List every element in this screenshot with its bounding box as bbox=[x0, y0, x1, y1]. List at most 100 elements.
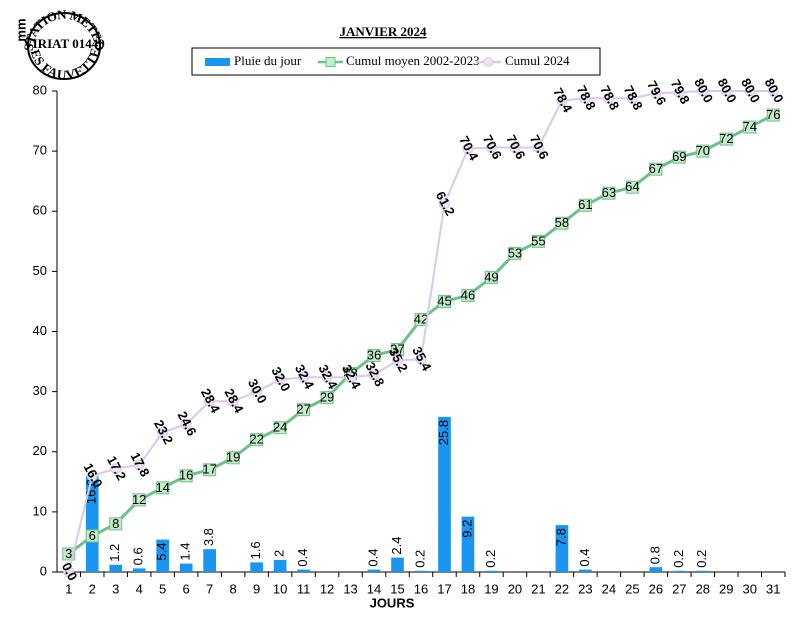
point-marker bbox=[744, 85, 756, 97]
point-marker bbox=[157, 427, 169, 439]
point-marker bbox=[298, 371, 310, 383]
bar bbox=[132, 568, 146, 572]
x-tick-label: 11 bbox=[297, 581, 311, 596]
point-label: 35.2 bbox=[386, 345, 411, 374]
point-marker bbox=[696, 144, 710, 158]
point-marker bbox=[438, 198, 450, 210]
bar-value-label: 0.4 bbox=[577, 549, 592, 567]
point-marker bbox=[462, 143, 474, 155]
point-marker bbox=[767, 85, 779, 97]
bar-value-label: 3.8 bbox=[201, 528, 216, 546]
point-label: 28.4 bbox=[198, 386, 223, 416]
x-tick-label: 27 bbox=[672, 581, 686, 596]
point-label: 27 bbox=[296, 402, 310, 417]
point-label: 46 bbox=[461, 287, 475, 302]
point-label: 32.0 bbox=[268, 364, 293, 393]
legend-marker bbox=[325, 57, 336, 67]
y-tick-label: 80 bbox=[33, 82, 47, 97]
point-marker bbox=[156, 481, 170, 495]
x-tick-label: 20 bbox=[508, 581, 522, 596]
bar-value-label: 0.8 bbox=[647, 546, 662, 564]
bar-value-label: 2 bbox=[272, 550, 287, 557]
point-label: 17.2 bbox=[104, 453, 129, 482]
point-marker bbox=[63, 566, 75, 578]
point-marker bbox=[86, 470, 98, 482]
point-label: 70.4 bbox=[456, 134, 481, 164]
point-label: 78.4 bbox=[550, 85, 575, 115]
x-tick-label: 10 bbox=[273, 581, 287, 596]
point-marker bbox=[484, 270, 498, 284]
point-marker bbox=[132, 493, 146, 507]
point-marker bbox=[673, 86, 685, 98]
x-tick-label: 17 bbox=[437, 581, 451, 596]
point-label: 14 bbox=[155, 480, 169, 495]
y-tick-label: 50 bbox=[33, 263, 47, 278]
x-tick-label: 21 bbox=[531, 581, 545, 596]
series-line bbox=[67, 113, 774, 556]
x-tick-label: 31 bbox=[766, 581, 780, 596]
chart-title: JANVIER 2024 bbox=[339, 24, 427, 39]
y-tick-label: 40 bbox=[33, 323, 47, 338]
x-tick-label: 7 bbox=[206, 581, 213, 596]
bar-value-label: 0.2 bbox=[694, 550, 709, 568]
bar-value-label: 0.4 bbox=[365, 549, 380, 567]
bar-value-label: 0.2 bbox=[671, 550, 686, 568]
point-marker bbox=[649, 162, 663, 176]
point-label: 36 bbox=[367, 347, 381, 362]
bar bbox=[649, 567, 663, 572]
bar-value-label: 1.2 bbox=[107, 544, 122, 562]
x-tick-label: 29 bbox=[719, 581, 733, 596]
x-tick-label: 8 bbox=[230, 581, 237, 596]
bar bbox=[250, 562, 263, 572]
point-marker bbox=[532, 142, 544, 154]
point-label: 17 bbox=[202, 462, 216, 477]
legend-label: Cumul 2024 bbox=[505, 53, 570, 68]
logo-middle: VIRIAT 01440 bbox=[23, 36, 105, 51]
point-label: 61.2 bbox=[433, 189, 458, 218]
x-tick-label: 18 bbox=[461, 581, 475, 596]
legend-label: Pluie du jour bbox=[234, 53, 302, 68]
point-label: 49 bbox=[484, 269, 498, 284]
logo-ring bbox=[27, 12, 101, 80]
point-marker bbox=[415, 353, 427, 365]
bar bbox=[273, 559, 287, 572]
point-marker bbox=[697, 85, 709, 97]
point-marker bbox=[179, 469, 193, 483]
bar bbox=[156, 539, 170, 572]
point-label: 6 bbox=[89, 528, 96, 543]
point-label: 3 bbox=[65, 546, 72, 561]
point-marker bbox=[461, 288, 475, 302]
x-tick-label: 1 bbox=[65, 581, 72, 596]
point-marker bbox=[321, 371, 333, 383]
bar-value-label: 7.8 bbox=[553, 528, 568, 546]
bar bbox=[461, 516, 475, 572]
x-tick-label: 24 bbox=[602, 581, 616, 596]
bar bbox=[109, 564, 123, 572]
point-marker bbox=[251, 386, 263, 398]
x-tick-label: 6 bbox=[183, 581, 190, 596]
point-marker bbox=[555, 216, 569, 230]
x-tick-label: 25 bbox=[625, 581, 639, 596]
bar bbox=[485, 570, 498, 572]
legend-swatch bbox=[205, 58, 230, 66]
bar bbox=[179, 563, 193, 572]
bar bbox=[203, 549, 216, 572]
point-marker bbox=[204, 395, 216, 407]
point-label: 58 bbox=[555, 215, 569, 230]
bar-value-label: 9.2 bbox=[459, 520, 474, 538]
point-label: 70 bbox=[696, 143, 710, 158]
y-tick-label: 10 bbox=[33, 503, 47, 518]
point-marker bbox=[274, 374, 286, 386]
point-marker bbox=[180, 418, 192, 430]
point-label: 76 bbox=[766, 107, 780, 122]
point-marker bbox=[579, 92, 591, 104]
bar-value-label: 25.8 bbox=[436, 420, 451, 445]
x-tick-label: 22 bbox=[555, 581, 569, 596]
bar-value-label: 0.4 bbox=[295, 549, 310, 567]
point-marker bbox=[531, 234, 545, 248]
point-marker bbox=[273, 421, 287, 435]
point-label: 8 bbox=[112, 516, 119, 531]
x-axis-label: JOURS bbox=[370, 595, 415, 610]
bar-value-label: 0.2 bbox=[412, 550, 427, 568]
x-tick-label: 26 bbox=[649, 581, 663, 596]
